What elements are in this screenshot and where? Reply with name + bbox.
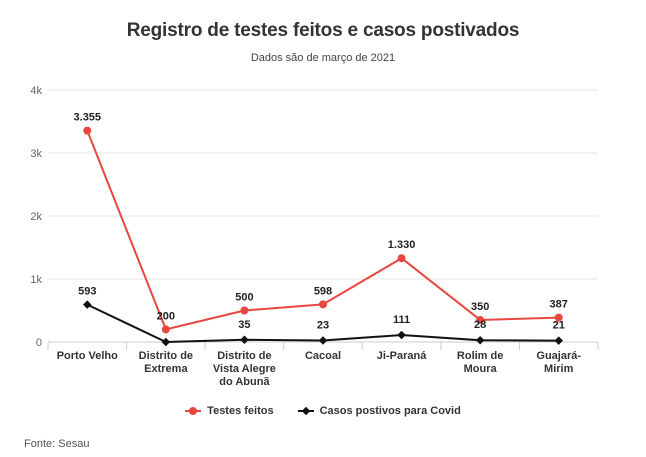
data-label: 598 (314, 285, 332, 297)
data-labels: 3.355 200 500 598 1.330 350 387 593 35 23 111 28 21 (74, 112, 568, 332)
x-tick-label: Rolim de Moura (457, 350, 503, 375)
data-point (397, 254, 406, 263)
data-point (476, 315, 485, 324)
legend-marker-diamond-icon (297, 406, 314, 416)
y-tick-label: 2k (30, 211, 42, 223)
legend-item-casos[interactable]: Casos postivos para Covid (297, 405, 461, 417)
data-point (554, 313, 563, 322)
legend-item-testes[interactable]: Testes feitos (185, 405, 274, 417)
x-tick-label: Porto Velho (57, 350, 118, 362)
x-tick-label: Guajará-Mirim (536, 350, 581, 375)
source-note: Fonte: Sesau (24, 438, 90, 450)
series-line-0 (86, 130, 559, 331)
data-point (240, 306, 249, 315)
data-label: 111 (393, 314, 410, 326)
data-point (161, 337, 171, 347)
data-label: 350 (471, 301, 489, 313)
y-tick-label: 1k (30, 274, 42, 286)
data-label: 3.355 (74, 112, 102, 124)
y-tick-label: 3k (30, 148, 42, 160)
data-label: 35 (238, 319, 250, 331)
data-label: 23 (317, 320, 329, 332)
data-point (319, 300, 327, 309)
data-point (240, 335, 249, 345)
chart-title: Registro de testes feitos e casos postiv… (126, 20, 520, 41)
y-axis: 0 1k 2k 3k 4k (30, 85, 42, 349)
data-point (475, 335, 485, 345)
chart-subtitle: Dados são de março de 2021 (250, 52, 396, 64)
x-tick-label: Distrito de Vista Alegre do Abunã (213, 350, 276, 388)
legend: Testes feitos Casos postivos para Covid (0, 405, 646, 417)
data-point (554, 336, 563, 345)
data-point (83, 300, 92, 309)
series-markers (83, 126, 563, 347)
data-point (397, 330, 406, 340)
x-axis: Porto Velho Distrito de Extrema Distrito de… (47, 341, 599, 388)
data-label: 28 (474, 319, 486, 331)
data-point (318, 336, 328, 345)
y-tick-label: 0 (36, 337, 42, 349)
legend-marker-circle-icon (185, 406, 202, 416)
data-label: 21 (553, 320, 565, 332)
gridlines (48, 89, 598, 280)
y-tick-label: 4k (30, 85, 42, 97)
data-label: 1.330 (388, 239, 416, 251)
legend-label-casos: Casos postivos para Covid (319, 405, 461, 417)
data-point (83, 126, 92, 135)
data-label: 200 (157, 310, 175, 322)
x-tick-label: Distrito de Extrema (139, 350, 193, 375)
x-tick-label: Ji-Paraná (377, 350, 427, 362)
data-label: 593 (78, 286, 96, 298)
data-label: 387 (550, 299, 568, 311)
data-point (161, 325, 170, 334)
legend-label-testes: Testes feitos (207, 405, 274, 417)
data-label: 500 (235, 292, 253, 304)
x-tick-label: Cacoal (305, 350, 341, 362)
